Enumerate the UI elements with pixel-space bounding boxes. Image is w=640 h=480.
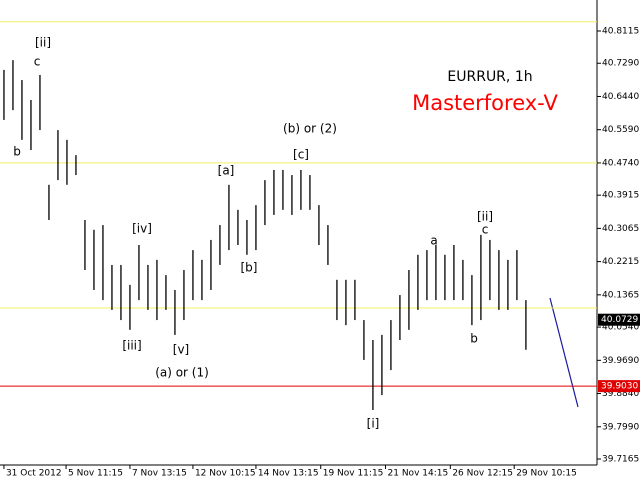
x-tick-label: 26 Nov 12:15 <box>452 469 513 479</box>
y-tick-label: 40.4740 <box>602 158 639 168</box>
level-label-box <box>598 380 640 393</box>
trend-line <box>549 297 579 408</box>
y-tick-label: 39.9690 <box>602 356 639 366</box>
wave-label: [ii] <box>477 210 493 224</box>
y-tick-label: 40.7290 <box>602 59 639 69</box>
wave-label: [c] <box>293 148 309 162</box>
y-tick-label: 40.6440 <box>602 92 639 102</box>
chart-title: EURRUR, 1h <box>447 69 532 85</box>
y-tick-label: 40.1365 <box>602 290 639 300</box>
x-tick-label: 19 Nov 11:15 <box>323 469 384 479</box>
wave-label: c <box>482 223 489 237</box>
y-tick-label: 39.7165 <box>602 455 639 465</box>
y-tick-label: 40.0540 <box>602 323 639 333</box>
level-label: 39.9030 <box>601 382 638 392</box>
wave-label: [b] <box>241 261 258 275</box>
wave-label: (b) or (2) <box>283 122 337 136</box>
wave-label: (a) or (1) <box>155 366 209 380</box>
x-tick-label: 21 Nov 14:15 <box>388 469 449 479</box>
y-tick-label: 40.2215 <box>602 257 639 267</box>
wave-label: [iii] <box>122 339 141 353</box>
wave-label: b <box>13 145 21 159</box>
y-tick-label: 39.7990 <box>602 422 639 432</box>
x-tick-label: 29 Nov 10:15 <box>516 469 577 479</box>
chart-subtitle: Masterforex-V <box>412 91 558 115</box>
y-tick-label: 40.8115 <box>602 26 639 36</box>
wave-label: [ii] <box>35 36 51 50</box>
wave-label: [iv] <box>132 222 152 236</box>
wave-label: a <box>430 234 437 248</box>
wave-label: [i] <box>367 417 380 431</box>
x-tick-label: 14 Nov 13:15 <box>258 469 319 479</box>
x-tick-label: 12 Nov 10:15 <box>195 469 256 479</box>
wave-label: b <box>470 332 478 346</box>
y-tick-label: 39.8840 <box>602 389 639 399</box>
x-tick-label: 7 Nov 13:15 <box>132 469 187 479</box>
wave-label: c <box>34 55 41 69</box>
y-tick-label: 40.3915 <box>602 191 639 201</box>
y-tick-label: 40.3065 <box>602 224 639 234</box>
wave-label: [v] <box>173 343 189 357</box>
x-tick-label: 31 Oct 2012 <box>6 469 62 479</box>
price-box <box>598 313 640 326</box>
price-label: 40.0729 <box>601 315 638 325</box>
y-tick-label: 40.5590 <box>602 125 639 135</box>
wave-label: [a] <box>218 164 235 178</box>
x-tick-label: 5 Nov 11:15 <box>68 469 123 479</box>
